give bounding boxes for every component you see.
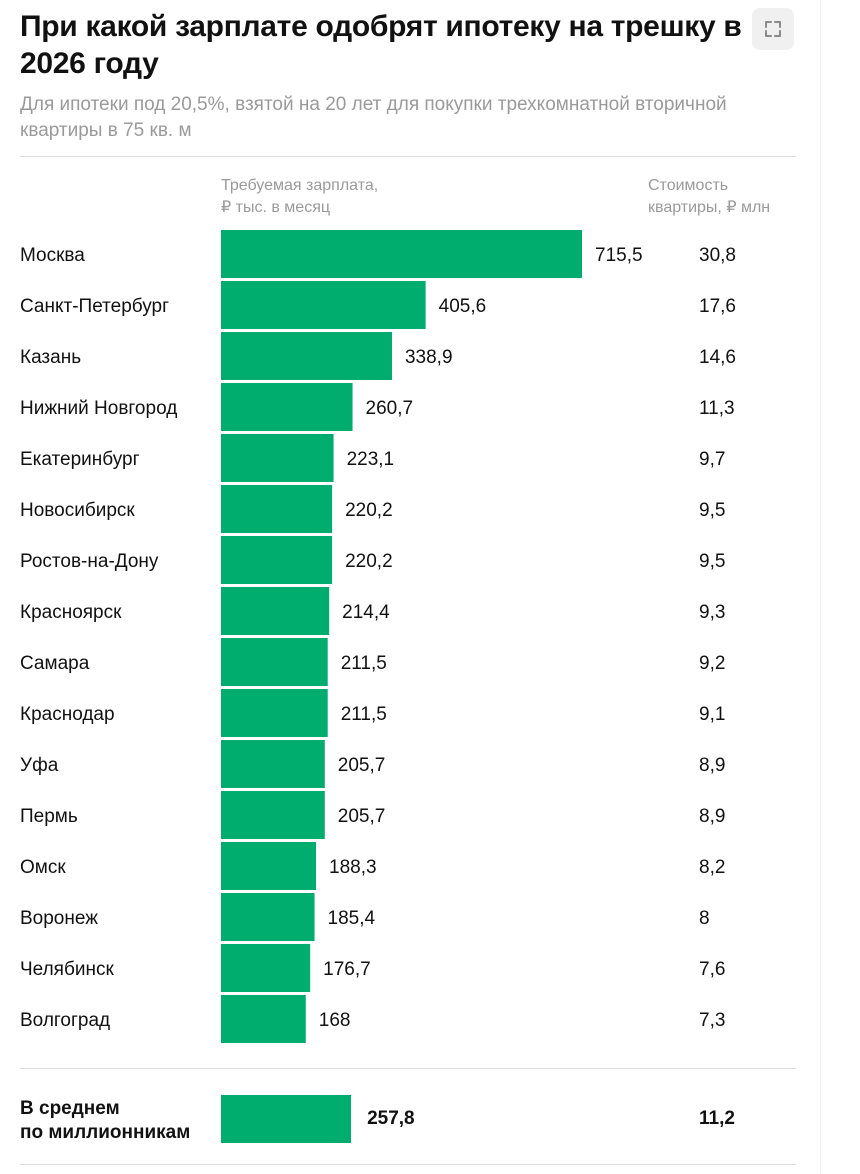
price-header-line1: Стоимость [648,177,729,194]
salary-header-line2: ₽ тыс. в месяц [221,199,331,216]
price-value-label: 8,9 [699,806,725,827]
salary-bar [221,485,333,533]
salary-bar [221,689,328,737]
salary-bar [221,281,426,329]
salary-value-label: 188,3 [329,857,377,878]
salary-value-label: 338,9 [405,347,453,368]
category-label: Красноярск [20,602,122,623]
salary-value-label: 715,5 [595,245,643,266]
average-salary-value: 257,8 [367,1108,415,1129]
average-bar [221,1095,352,1143]
top-divider [20,156,796,157]
salary-value-label: 211,5 [341,653,387,674]
price-value-label: 8,2 [699,857,725,878]
salary-bar [221,944,311,992]
salary-value-label: 260,7 [366,398,414,419]
category-label: Санкт-Петербург [20,296,169,317]
average-label-line1: В среднем [20,1098,120,1119]
salary-bar [221,791,325,839]
average-price-value: 11,2 [699,1108,735,1129]
price-value-label: 9,7 [699,449,725,470]
salary-value-label: 168 [319,1010,351,1031]
average-label-line2: по миллионникам [20,1122,191,1143]
salary-bar [221,587,330,635]
salary-bar [221,740,325,788]
price-value-label: 17,6 [699,296,736,317]
salary-bar [221,383,353,431]
category-label: Казань [20,347,81,368]
price-value-label: 7,3 [699,1010,725,1031]
salary-bar [221,332,392,380]
price-value-label: 8 [699,908,710,929]
salary-bar [221,995,306,1043]
category-label: Пермь [20,806,78,827]
price-value-label: 9,2 [699,653,725,674]
salary-value-label: 223,1 [347,449,395,470]
price-value-label: 9,3 [699,602,725,623]
category-label: Краснодар [20,704,115,725]
salary-value-label: 405,6 [439,296,487,317]
category-label: Москва [20,245,85,266]
category-label: Новосибирск [20,500,135,521]
category-label: Челябинск [20,959,114,980]
salary-bar [221,842,317,890]
salary-value-label: 205,7 [338,806,386,827]
salary-bar [221,230,582,278]
category-label: Омск [20,857,66,878]
salary-value-label: 205,7 [338,755,386,776]
salary-header-line1: Требуемая зарплата, [221,177,379,194]
category-label: Ростов-на-Дону [20,551,159,572]
chart-subtitle: Для ипотеки под 20,5%, взятой на 20 лет … [20,94,727,141]
category-label: Уфа [20,755,59,776]
average-divider [20,1068,796,1069]
salary-value-label: 211,5 [341,704,387,725]
price-value-label: 9,1 [699,704,725,725]
price-column-header: Стоимость квартиры, ₽ млн [648,175,770,219]
chart-title: При какой зарплате одобрят ипотеку на тр… [20,10,742,80]
price-value-label: 14,6 [699,347,736,368]
salary-value-label: 220,2 [345,500,393,521]
salary-bar [221,536,333,584]
price-value-label: 9,5 [699,551,725,572]
price-value-label: 30,8 [699,245,736,266]
average-label: В среднем по миллионникам [20,1097,190,1145]
category-label: Нижний Новгород [20,398,177,419]
price-value-label: 11,3 [699,398,735,419]
price-value-label: 9,5 [699,500,725,521]
bottom-divider [20,1164,796,1165]
page-edge [820,0,821,1174]
salary-value-label: 185,4 [328,908,376,929]
category-label: Волгоград [20,1010,110,1031]
salary-column-header: Требуемая зарплата, ₽ тыс. в месяц [221,175,378,219]
salary-value-label: 220,2 [345,551,393,572]
expand-icon [765,21,781,37]
category-label: Воронеж [20,908,98,929]
price-value-label: 8,9 [699,755,725,776]
salary-value-label: 176,7 [323,959,371,980]
expand-button[interactable] [752,8,794,50]
salary-bar [221,434,334,482]
price-value-label: 7,6 [699,959,725,980]
price-header-line2: квартиры, ₽ млн [648,199,771,216]
salary-value-label: 214,4 [342,602,390,623]
category-label: Самара [20,653,90,674]
category-label: Екатеринбург [20,449,140,470]
salary-bar [221,638,328,686]
salary-bar [221,893,315,941]
